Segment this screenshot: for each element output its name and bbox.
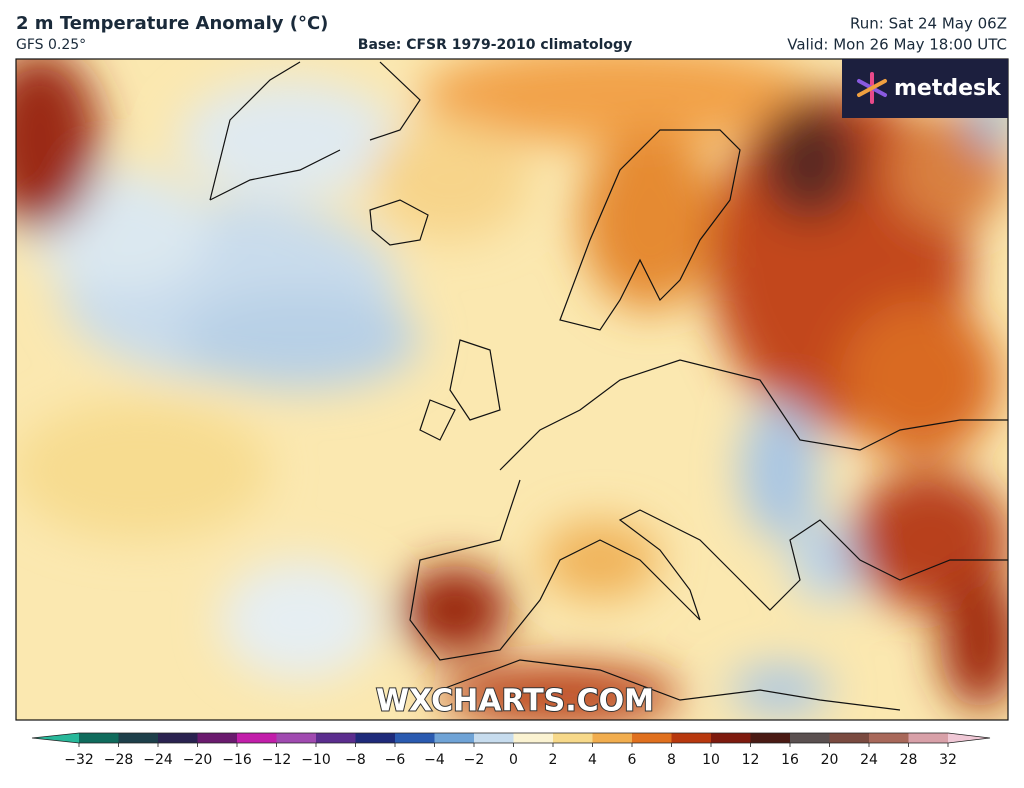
colorbar-segment	[237, 733, 277, 743]
colorbar-segment	[474, 733, 514, 743]
colorbar-tick-label: 24	[860, 752, 878, 768]
logo-mark	[857, 72, 887, 104]
colorbar-segment	[513, 733, 554, 743]
colorbar-tick-label: 6	[628, 752, 637, 768]
logo-text: metdesk	[894, 76, 1002, 101]
colorbar-tick-label: 4	[588, 752, 597, 768]
colorbar-segment	[434, 733, 475, 743]
colorbar-segment	[908, 733, 949, 743]
colorbar-segment	[592, 733, 633, 743]
map	[16, 59, 1008, 720]
colorbar-extend-high	[948, 733, 990, 743]
colorbar-segment	[869, 733, 909, 743]
colorbar-segment	[829, 733, 870, 743]
colorbar-tick-label: 2	[549, 752, 558, 768]
colorbar-tick-label: −4	[424, 752, 445, 768]
colorbar-segment	[118, 733, 159, 743]
colorbar-tick-label: 8	[667, 752, 676, 768]
colorbar-segment	[276, 733, 317, 743]
colorbar-tick-label: 28	[900, 752, 918, 768]
colorbar-tick-label: −28	[104, 752, 134, 768]
colorbar-tick-label: −12	[262, 752, 292, 768]
colorbar-segment	[158, 733, 198, 743]
colorbar-tick-label: 0	[509, 752, 518, 768]
title: 2 m Temperature Anomaly (°C)	[16, 13, 328, 34]
colorbar-tick-label: 12	[742, 752, 760, 768]
colorbar-tick-label: 10	[702, 752, 720, 768]
base-climatology: Base: CFSR 1979-2010 climatology	[358, 37, 632, 53]
colorbar-segment	[395, 733, 435, 743]
colorbar-segment	[355, 733, 396, 743]
colorbar-tick-label: 20	[821, 752, 839, 768]
colorbar-tick-label: −24	[143, 752, 173, 768]
colorbar-tick-label: −6	[385, 752, 406, 768]
watermark: WXCHARTS.COM	[376, 684, 654, 719]
colorbar: −32 −28 −24 −20 −16 −12 −10 −8 −6 −4 −2 0 2 4 6 8 10 12 16…	[31, 732, 991, 768]
colorbar-tick-label: −8	[345, 752, 366, 768]
colorbar-tick-label: −10	[301, 752, 331, 768]
colorbar-segment	[79, 733, 119, 743]
colorbar-tick-label: −2	[464, 752, 485, 768]
colorbar-segment	[632, 733, 672, 743]
colorbar-tick-label: −32	[64, 752, 94, 768]
colorbar-segment	[790, 733, 830, 743]
colorbar-segment	[750, 733, 791, 743]
colorbar-segment	[671, 733, 712, 743]
colorbar-segment	[711, 733, 751, 743]
colorbar-extend-low	[32, 733, 79, 743]
colorbar-tick-label: −20	[183, 752, 213, 768]
valid-time: Valid: Mon 26 May 18:00 UTC	[787, 36, 1007, 54]
map-frame	[15, 58, 1009, 721]
colorbar-segment	[197, 733, 238, 743]
colorbar-segment	[553, 733, 593, 743]
colorbar-tick-label: 32	[939, 752, 957, 768]
colorbar-tick-label: −16	[222, 752, 252, 768]
model: GFS 0.25°	[16, 37, 86, 53]
run-time: Run: Sat 24 May 06Z	[850, 15, 1007, 33]
colorbar-tick-label: 16	[781, 752, 799, 768]
colorbar-segment	[316, 733, 356, 743]
